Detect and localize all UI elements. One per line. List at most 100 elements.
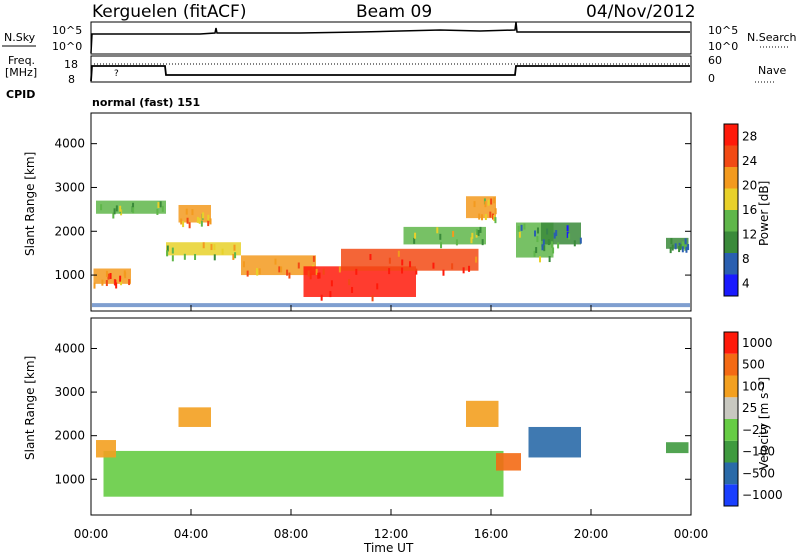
power-speckle-3-11 bbox=[198, 217, 201, 224]
nsky-trace bbox=[90, 21, 690, 54]
power-speckle-4-10 bbox=[246, 270, 249, 277]
power-region-11 bbox=[666, 237, 689, 249]
power-speckle-4-13 bbox=[286, 269, 289, 276]
power-speckle-8-3 bbox=[484, 201, 487, 208]
power-speckle-8-0 bbox=[494, 208, 497, 215]
velocity-y-axis: 1000 2000 3000 4000 bbox=[54, 342, 691, 486]
power-speckle-5-6 bbox=[348, 279, 351, 286]
power-speckle-8-11 bbox=[493, 215, 496, 222]
y-tick-label-1: 2000 bbox=[54, 429, 85, 443]
x-tick-label-6: 00:00 bbox=[674, 527, 709, 541]
velocity-marks bbox=[96, 400, 689, 497]
power-speckle-2-8 bbox=[221, 248, 224, 255]
velocity-region-5 bbox=[666, 442, 689, 454]
power-speckle-8-5 bbox=[484, 214, 487, 221]
nsky-label: N.Sky bbox=[4, 31, 36, 44]
power-speckle-2-3 bbox=[210, 244, 213, 251]
power-speckle-10-5 bbox=[541, 244, 544, 251]
power-speckle-0-5 bbox=[120, 279, 123, 286]
power-region-3 bbox=[178, 204, 211, 223]
power-speckle-11-3 bbox=[684, 238, 687, 245]
velocity-colorbar-tick-5: −100 bbox=[742, 445, 775, 459]
power-speckle-4-2 bbox=[278, 266, 281, 273]
power-speckle-7-4 bbox=[452, 230, 455, 237]
power-speckle-11-13 bbox=[679, 244, 682, 251]
velocity-colorbar: 1000 500 100 25 −25 −100 −500 −1000 bbox=[723, 331, 783, 507]
power-speckle-5-4 bbox=[330, 280, 333, 287]
power-speckle-10-12 bbox=[573, 240, 576, 247]
power-speckle-0-7 bbox=[123, 270, 126, 277]
power-speckle-3-8 bbox=[186, 217, 189, 224]
power-speckle-10-1 bbox=[566, 225, 569, 232]
time-axis-label: Time UT bbox=[363, 541, 414, 554]
power-speckle-1-10 bbox=[161, 205, 164, 212]
power-speckle-3-4 bbox=[182, 221, 185, 228]
date-title: 04/Nov/2012 bbox=[586, 2, 696, 22]
power-speckle-7-8 bbox=[436, 227, 439, 234]
power-speckle-0-8 bbox=[128, 279, 131, 286]
power-speckle-4-5 bbox=[280, 266, 283, 273]
power-speckle-9-5 bbox=[517, 225, 520, 232]
power-speckle-1-7 bbox=[112, 212, 115, 219]
power-speckle-6-6 bbox=[432, 262, 435, 269]
power-speckle-11-1 bbox=[669, 247, 672, 254]
power-speckle-8-6 bbox=[493, 197, 496, 204]
power-colorbar-swatch-5 bbox=[724, 167, 738, 189]
power-speckle-7-10 bbox=[481, 239, 484, 246]
power-speckle-4-7 bbox=[242, 261, 245, 268]
power-speckle-6-7 bbox=[462, 267, 465, 274]
power-speckle-7-5 bbox=[471, 232, 474, 239]
station-title: Kerguelen (fitACF) bbox=[92, 2, 246, 22]
power-speckle-9-12 bbox=[536, 236, 539, 243]
freq-marker: ? bbox=[114, 69, 119, 79]
power-speckle-2-0 bbox=[171, 247, 174, 254]
power-speckle-9-9 bbox=[552, 247, 555, 254]
power-speckle-8-4 bbox=[473, 201, 476, 208]
power-speckle-10-2 bbox=[541, 240, 544, 247]
velocity-colorbar-swatch-2 bbox=[724, 440, 738, 463]
power-speckle-8-7 bbox=[478, 213, 481, 220]
nsky-tick-low: 10^0 bbox=[52, 40, 82, 53]
power-speckle-8-8 bbox=[490, 198, 493, 205]
power-speckle-3-7 bbox=[209, 218, 212, 225]
power-speckle-6-8 bbox=[401, 259, 404, 266]
power-speckle-1-9 bbox=[132, 207, 135, 214]
power-marks bbox=[92, 196, 690, 308]
x-tick-label-0: 00:00 bbox=[74, 527, 109, 541]
power-speckle-1-12 bbox=[119, 205, 122, 212]
y-tick-label-0: 1000 bbox=[54, 268, 85, 282]
power-speckle-5-2 bbox=[371, 295, 374, 302]
power-speckle-4-6 bbox=[297, 262, 300, 269]
power-speckle-11-8 bbox=[678, 246, 681, 253]
velocity-region-0 bbox=[103, 450, 504, 497]
power-colorbar-tick-4: 12 bbox=[742, 228, 757, 242]
cpid-label: CPID bbox=[6, 88, 35, 101]
power-speckle-2-4 bbox=[232, 253, 235, 260]
power-speckle-0-6 bbox=[119, 275, 122, 282]
power-speckle-5-13 bbox=[338, 266, 341, 273]
power-speckle-0-12 bbox=[109, 273, 112, 280]
power-speckle-7-13 bbox=[414, 232, 417, 239]
power-speckle-10-6 bbox=[566, 231, 569, 238]
power-speckle-8-12 bbox=[487, 199, 490, 206]
power-speckle-0-13 bbox=[114, 279, 117, 286]
power-speckle-3-6 bbox=[207, 220, 210, 227]
freq-trace bbox=[90, 65, 690, 82]
power-speckle-3-1 bbox=[185, 208, 188, 215]
velocity-ylabel: Slant Range [km] bbox=[23, 356, 37, 460]
power-speckle-0-1 bbox=[101, 279, 104, 286]
power-speckle-10-9 bbox=[553, 232, 556, 239]
power-speckle-7-12 bbox=[470, 237, 473, 244]
power-y-axis: 1000 2000 3000 4000 bbox=[54, 137, 691, 282]
power-speckle-4-12 bbox=[312, 255, 315, 262]
power-speckle-2-11 bbox=[202, 242, 205, 249]
nsearch-label: N.Search bbox=[747, 31, 797, 44]
power-region-1 bbox=[96, 200, 166, 214]
power-region-10 bbox=[541, 222, 581, 245]
velocity-colorbar-tick-3: 25 bbox=[742, 401, 757, 415]
time-axis: 00:00 04:00 08:00 12:00 16:00 20:00 00:00 bbox=[74, 305, 709, 541]
power-speckle-8-13 bbox=[494, 217, 497, 224]
power-speckle-2-9 bbox=[183, 253, 186, 260]
velocity-region-1 bbox=[178, 407, 211, 427]
power-colorbar-tick-2: 20 bbox=[742, 178, 757, 192]
